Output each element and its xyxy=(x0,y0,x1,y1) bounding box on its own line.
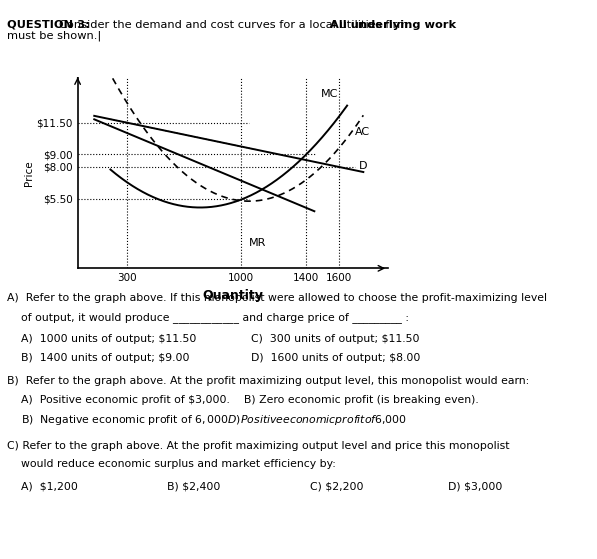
Text: of output, it would produce ____________ and charge price of _________ :: of output, it would produce ____________… xyxy=(7,312,409,323)
Text: D: D xyxy=(359,162,367,172)
Text: B) $2,400: B) $2,400 xyxy=(167,482,220,491)
Text: would reduce economic surplus and market efficiency by:: would reduce economic surplus and market… xyxy=(7,459,336,470)
Text: B)  Negative economic profit of $6,000   D) Positive economic profit of $6,000: B) Negative economic profit of $6,000 D)… xyxy=(21,414,407,428)
Text: A)  Positive economic profit of $3,000.    B) Zero economic profit (is breaking : A) Positive economic profit of $3,000. B… xyxy=(21,395,479,405)
Text: D) $3,000: D) $3,000 xyxy=(448,482,502,491)
Text: AC: AC xyxy=(355,127,371,138)
Text: B)  Refer to the graph above. At the profit maximizing output level, this monopo: B) Refer to the graph above. At the prof… xyxy=(7,377,530,386)
Text: A)  Refer to the graph above. If this monopolist were allowed to choose the prof: A) Refer to the graph above. If this mon… xyxy=(7,293,547,304)
Text: B)  1400 units of output; $9.00: B) 1400 units of output; $9.00 xyxy=(21,353,189,362)
Text: All underlying work: All underlying work xyxy=(330,20,456,30)
Text: QUESTION 3:: QUESTION 3: xyxy=(7,20,90,30)
Text: C) $2,200: C) $2,200 xyxy=(310,482,364,491)
Text: C) Refer to the graph above. At the profit maximizing output level and price thi: C) Refer to the graph above. At the prof… xyxy=(7,441,510,451)
Y-axis label: Price: Price xyxy=(24,160,33,186)
Text: C)  300 units of output; $11.50: C) 300 units of output; $11.50 xyxy=(251,334,419,344)
Text: MR: MR xyxy=(249,238,266,248)
Text: Consider the demand and cost curves for a local utilities firm.: Consider the demand and cost curves for … xyxy=(59,20,416,30)
Text: D)  1600 units of output; $8.00: D) 1600 units of output; $8.00 xyxy=(251,353,420,362)
X-axis label: Quantity: Quantity xyxy=(202,289,263,302)
Text: A)  1000 units of output; $11.50: A) 1000 units of output; $11.50 xyxy=(21,334,196,344)
Text: MC: MC xyxy=(321,89,338,100)
Text: A)  $1,200: A) $1,200 xyxy=(21,482,78,491)
Text: must be shown.|: must be shown.| xyxy=(7,31,101,41)
